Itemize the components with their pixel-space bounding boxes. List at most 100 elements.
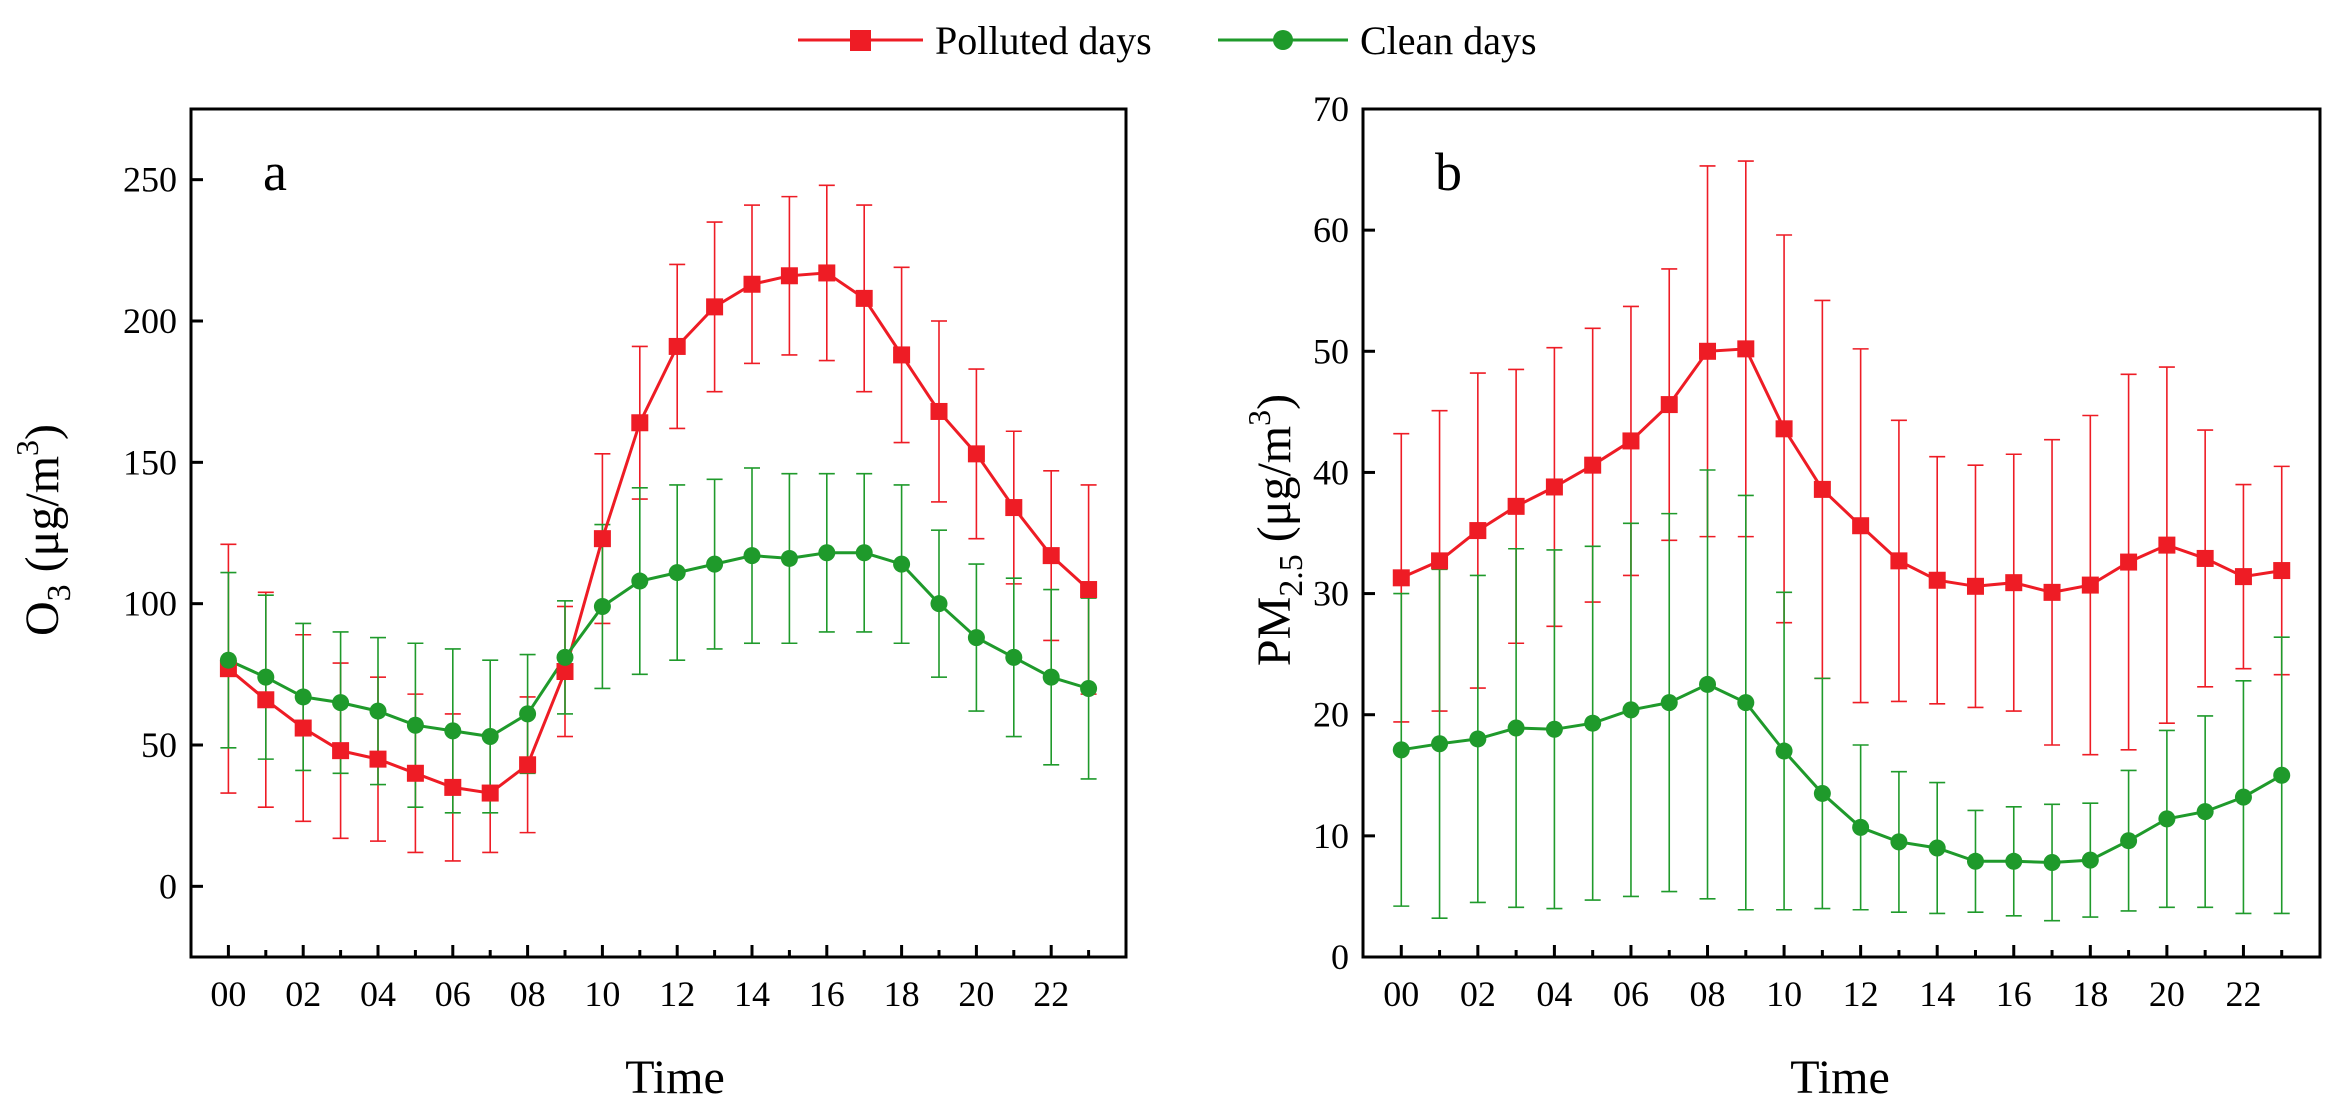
x-tick-label: 04	[360, 974, 396, 1014]
data-point-circle	[332, 694, 350, 712]
x-tick-label: 22	[1033, 974, 1069, 1014]
y-tick-label: 250	[123, 160, 177, 200]
data-point-circle	[1507, 719, 1525, 737]
data-point-square	[1928, 571, 1946, 589]
data-point-circle	[1928, 839, 1946, 857]
x-tick-label: 20	[958, 974, 994, 1014]
data-point-square	[2196, 549, 2214, 567]
data-point-circle	[855, 544, 873, 562]
data-point-square	[1545, 478, 1563, 496]
data-point-circle	[1469, 730, 1487, 748]
data-point-square	[1080, 581, 1098, 599]
data-point-square	[1469, 522, 1487, 540]
data-point-circle	[2196, 803, 2214, 821]
data-point-square	[1431, 552, 1449, 570]
series-line-clean	[227, 551, 1090, 739]
legend-marker-circle	[1273, 30, 1293, 50]
x-tick-label: 10	[584, 974, 620, 1014]
data-point-circle	[930, 595, 948, 613]
data-point-square	[1737, 340, 1755, 358]
data-point-square	[1775, 420, 1793, 438]
data-point-circle	[631, 572, 649, 590]
data-point-circle	[1431, 735, 1449, 753]
data-point-circle	[1622, 701, 1640, 719]
data-point-circle	[1660, 694, 1678, 712]
data-point-circle	[2158, 810, 2176, 828]
x-tick-label: 14	[734, 974, 770, 1014]
series-line-polluted	[1400, 347, 2282, 594]
data-point-circle	[2273, 766, 2291, 784]
data-point-square	[668, 337, 686, 355]
legend: Polluted days Clean days	[798, 18, 1537, 63]
data-point-square	[631, 414, 649, 432]
x-tick-label: 18	[884, 974, 920, 1014]
data-point-square	[257, 691, 275, 709]
data-point-circle	[1005, 648, 1023, 666]
data-point-square	[1507, 497, 1525, 515]
data-point-circle	[1813, 784, 1831, 802]
data-point-circle	[668, 564, 686, 582]
plot-frame	[189, 107, 1128, 959]
data-point-square	[1699, 342, 1717, 360]
data-point-square	[1622, 432, 1640, 450]
x-tick-label: 08	[510, 974, 546, 1014]
x-tick-label: 02	[1460, 974, 1496, 1014]
x-tick-label: 22	[2225, 974, 2261, 1014]
y-axis-title: PM2.5 (μg/m3)	[1241, 394, 1310, 666]
data-point-circle	[1584, 714, 1602, 732]
data-point-square	[406, 764, 424, 782]
legend-marker-square	[850, 30, 871, 51]
x-tick-label: 12	[1843, 974, 1879, 1014]
data-point-circle	[1737, 694, 1755, 712]
data-point-square	[1660, 396, 1678, 414]
data-point-circle	[967, 629, 985, 647]
series-line-polluted	[227, 271, 1090, 795]
y-axis-title: O3 (μg/m3)	[9, 424, 78, 636]
x-tick-label: 08	[1690, 974, 1726, 1014]
data-point-circle	[593, 597, 611, 615]
data-point-circle	[519, 705, 537, 723]
x-axis-title: Time	[625, 1051, 725, 1104]
data-point-square	[2043, 583, 2061, 601]
y-tick-label: 50	[141, 725, 177, 765]
data-point-circle	[2043, 854, 2061, 872]
legend-label-clean: Clean days	[1360, 18, 1537, 63]
plot-frame	[1361, 107, 2322, 959]
data-point-circle	[743, 547, 761, 565]
y-tick-label: 60	[1313, 210, 1349, 250]
data-point-square	[2273, 562, 2291, 580]
data-point-square	[2081, 576, 2099, 594]
data-point-circle	[1080, 679, 1098, 697]
data-point-circle	[1699, 675, 1717, 693]
x-tick-label: 10	[1766, 974, 1802, 1014]
data-point-square	[1042, 547, 1060, 565]
data-point-circle	[406, 716, 424, 734]
y-tick-label: 150	[123, 442, 177, 482]
series-clean	[220, 467, 1097, 814]
data-point-circle	[481, 728, 499, 746]
x-tick-label: 16	[809, 974, 845, 1014]
panel-label: a	[263, 142, 287, 202]
data-point-square	[780, 267, 798, 285]
data-point-circle	[257, 668, 275, 686]
data-point-square	[930, 402, 948, 420]
data-point-circle	[1852, 818, 1870, 836]
x-tick-label: 12	[659, 974, 695, 1014]
data-point-circle	[780, 549, 798, 567]
data-point-square	[818, 264, 836, 282]
data-point-circle	[556, 648, 574, 666]
data-point-square	[893, 346, 911, 364]
data-point-square	[2158, 536, 2176, 554]
data-point-square	[444, 778, 462, 796]
data-point-circle	[219, 651, 237, 669]
data-point-square	[743, 275, 761, 293]
data-point-square	[706, 298, 724, 316]
data-point-square	[481, 784, 499, 802]
series-clean	[1393, 469, 2290, 922]
data-point-square	[294, 719, 312, 737]
x-tick-label: 06	[1613, 974, 1649, 1014]
data-point-square	[593, 530, 611, 548]
